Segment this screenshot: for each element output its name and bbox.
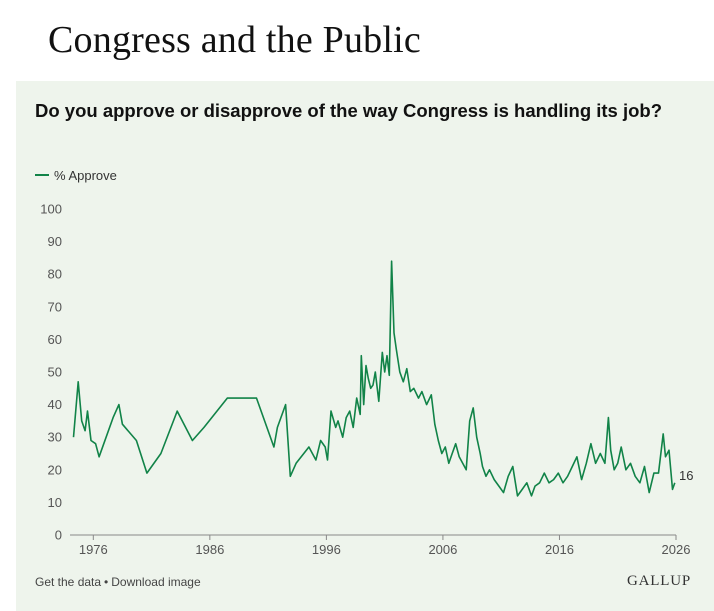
y-tick-label: 30 xyxy=(48,430,62,445)
y-tick-label: 0 xyxy=(55,528,62,543)
y-tick-label: 40 xyxy=(48,397,62,412)
y-tick-label: 60 xyxy=(48,332,62,347)
x-tick-label: 2026 xyxy=(662,542,691,557)
y-tick-label: 10 xyxy=(48,495,62,510)
page-title: Congress and the Public xyxy=(48,19,421,61)
chart-panel xyxy=(16,81,714,611)
x-tick-label: 2016 xyxy=(545,542,574,557)
chart-legend: % Approve xyxy=(35,166,117,184)
gallup-logo: GALLUP xyxy=(627,573,691,589)
footer-separator: • xyxy=(104,575,109,589)
y-tick-label: 90 xyxy=(48,234,62,249)
y-tick-label: 100 xyxy=(40,202,62,217)
approve-series-line xyxy=(72,260,676,497)
x-tick-label: 2006 xyxy=(428,542,457,557)
get-data-link[interactable]: Get the data xyxy=(35,575,102,589)
x-tick-label: 1976 xyxy=(79,542,108,557)
x-tick-label: 1996 xyxy=(312,542,341,557)
download-image-link[interactable]: Download image xyxy=(111,575,201,589)
legend-label: % Approve xyxy=(54,167,117,183)
y-tick-label: 80 xyxy=(48,267,62,282)
end-value-label: 16 xyxy=(679,468,693,483)
y-tick-label: 50 xyxy=(48,365,62,380)
chart-title: Do you approve or disapprove of the way … xyxy=(35,100,663,121)
legend-line-swatch xyxy=(35,174,49,176)
footer-links: Get the data • Download image xyxy=(35,575,201,589)
y-tick-label: 20 xyxy=(48,462,62,477)
y-tick-label: 70 xyxy=(48,299,62,314)
x-tick-label: 1986 xyxy=(195,542,224,557)
